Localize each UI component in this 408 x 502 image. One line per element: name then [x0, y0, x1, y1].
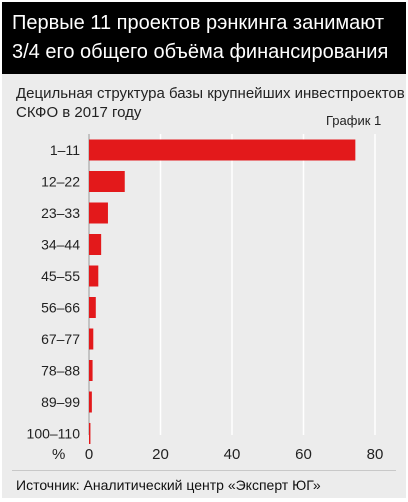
category-label-9: 89–99	[41, 394, 80, 410]
chart-subtitle-line-2: СКФО в 2017 году	[16, 104, 142, 121]
bar-8	[89, 360, 93, 381]
bar-3	[89, 202, 108, 224]
chart-subtitle-line-1: Децильная структура базы крупнейших инве…	[16, 85, 405, 102]
bar-6	[89, 297, 96, 318]
bar-4	[89, 234, 102, 255]
bar-9	[89, 391, 92, 413]
source-note: Источник: Аналитический центр «Эксперт Ю…	[16, 477, 321, 493]
x-tick-label-40: 40	[224, 446, 241, 463]
category-label-1: 1–11	[50, 142, 80, 158]
bar-5	[89, 265, 99, 287]
headline-line-2: 3/4 его общего объёма финансирования	[12, 41, 389, 63]
bar-2	[89, 171, 125, 192]
bar-chart: 0 20 40 60 80% 1–11 12–22 23–33 34–44 45–55 56–66 6…	[27, 134, 384, 463]
source-divider	[12, 470, 396, 471]
category-label-5: 45–55	[41, 268, 80, 284]
x-tick-label-60: 60	[295, 446, 312, 463]
category-label-6: 56–66	[41, 300, 80, 316]
headline-line-1: Первые 11 проектов рэнкинга занимают	[12, 12, 385, 34]
category-label-2: 12–22	[41, 174, 80, 190]
category-label-10: 100–110	[27, 426, 81, 442]
chart-subtitle: Децильная структура базы крупнейших инве…	[16, 84, 405, 122]
x-unit-label: %	[52, 446, 65, 463]
bar-10	[89, 423, 91, 444]
category-label-4: 34–44	[41, 237, 80, 253]
category-label-7: 67–77	[41, 331, 80, 347]
category-label-3: 23–33	[41, 205, 80, 221]
category-label-8: 78–88	[41, 363, 80, 379]
chart-card: Первые 11 проектов рэнкинга занимают 3/4…	[2, 2, 406, 498]
headline-banner: Первые 11 проектов рэнкинга занимают 3/4…	[2, 2, 406, 74]
x-tick-label-20: 20	[152, 446, 169, 463]
x-tick-label-0: 0	[85, 446, 93, 463]
x-tick-label-80: 80	[367, 446, 384, 463]
bar-7	[89, 328, 94, 350]
figure-label: График 1	[326, 113, 382, 128]
bar-1	[89, 139, 356, 161]
